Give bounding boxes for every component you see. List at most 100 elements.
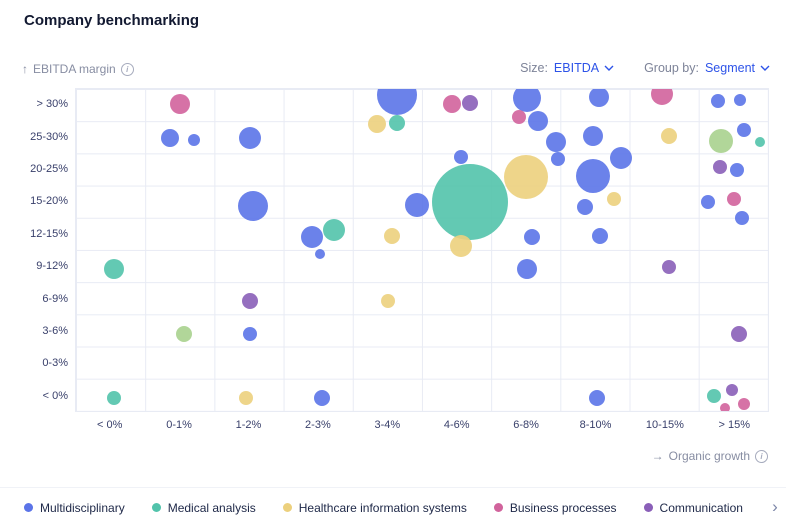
legend-divider <box>0 487 786 488</box>
bubble-healthcare_information_systems[interactable] <box>661 127 678 144</box>
bubble-multidisciplinary[interactable] <box>405 192 430 217</box>
legend-scroll-right-icon[interactable]: › <box>766 496 784 518</box>
bubble-multidisciplinary[interactable] <box>591 228 608 245</box>
legend-dot-icon <box>151 503 161 512</box>
bubble-healthcare_information_systems[interactable] <box>450 235 473 258</box>
bubble-healthcare_information_systems[interactable] <box>239 391 254 406</box>
bubble-multidisciplinary[interactable] <box>576 199 593 216</box>
chevron-down-icon[interactable] <box>604 65 614 71</box>
y-axis-tick-labels: > 30% 25-30% 20-25% 15-20% 12-15% 9-12% 6-9% 3-… <box>0 88 68 412</box>
bubble-multidisciplinary[interactable] <box>242 326 257 341</box>
bubble-communication[interactable] <box>730 325 747 342</box>
x-tick-label: 8-10% <box>579 419 612 431</box>
bubble-multidisciplinary[interactable] <box>513 89 542 113</box>
bubble-multidisciplinary[interactable] <box>588 89 609 108</box>
bubble-multidisciplinary[interactable] <box>527 111 548 132</box>
bubble-multidisciplinary[interactable] <box>315 249 326 260</box>
bubble-communication[interactable] <box>713 159 728 174</box>
bubble-multidisciplinary[interactable] <box>583 125 604 146</box>
bubble-business_processes[interactable] <box>726 191 741 206</box>
size-control-label: Size: <box>520 61 548 75</box>
y-tick-label: > 30% <box>36 98 69 111</box>
x-tick-label: < 0% <box>96 419 123 431</box>
right-arrow-icon: → <box>651 449 664 463</box>
bubble-healthcare_information_systems[interactable] <box>383 228 400 245</box>
y-tick-label: 15-20% <box>30 195 68 208</box>
size-control-value[interactable]: EBITDA <box>553 61 600 75</box>
bubble-multidisciplinary[interactable] <box>238 127 261 150</box>
size-control[interactable]: Size: EBITDA <box>520 61 614 75</box>
y-tick-label: 20-25% <box>30 163 68 175</box>
x-tick-label: 0-1% <box>166 419 192 431</box>
legend-dot-icon <box>493 503 503 512</box>
bubble-multidisciplinary[interactable] <box>237 190 268 221</box>
bubble-medical_analysis[interactable] <box>432 164 509 241</box>
bubble-healthcare_information_systems[interactable] <box>606 192 621 207</box>
legend-item-healthcare_information_systems[interactable]: Healthcare information systems <box>282 500 467 515</box>
info-icon[interactable]: i <box>120 62 134 76</box>
bubble-other[interactable] <box>175 325 192 342</box>
bubble-multidisciplinary[interactable] <box>735 210 750 225</box>
bubble-business_processes[interactable] <box>443 95 462 114</box>
bubble-healthcare_information_systems[interactable] <box>367 114 386 133</box>
bubble-healthcare_information_systems[interactable] <box>381 294 396 309</box>
y-tick-label: 0-3% <box>42 357 68 370</box>
bubble-multidisciplinary[interactable] <box>588 390 605 407</box>
x-tick-label: > 15% <box>718 419 751 431</box>
legend-item-label: Business processes <box>509 500 617 515</box>
bubble-multidisciplinary[interactable] <box>517 258 538 279</box>
bubble-multidisciplinary[interactable] <box>187 134 200 147</box>
bubble-communication[interactable] <box>662 260 677 275</box>
bubble-medical_analysis[interactable] <box>107 391 122 406</box>
bubble-business_processes[interactable] <box>170 93 191 114</box>
bubble-medical_analysis[interactable] <box>388 115 405 132</box>
bubble-multidisciplinary[interactable] <box>700 195 715 210</box>
bubble-multidisciplinary[interactable] <box>377 89 418 116</box>
y-axis-title-label: EBITDA margin <box>33 62 116 76</box>
group-by-control-value[interactable]: Segment <box>704 61 755 75</box>
bubble-multidisciplinary[interactable] <box>160 129 179 148</box>
chevron-down-icon[interactable] <box>760 65 770 71</box>
info-icon[interactable]: i <box>755 449 768 463</box>
bubble-business_processes[interactable] <box>737 397 750 410</box>
bubble-healthcare_information_systems[interactable] <box>503 155 548 200</box>
legend-item-communication[interactable]: Communication <box>643 501 743 515</box>
bubble-business_processes[interactable] <box>651 89 674 105</box>
up-arrow-icon: ↑ <box>22 62 28 76</box>
bubble-multidisciplinary[interactable] <box>609 146 632 169</box>
legend-item-multidisciplinary[interactable]: Multidisciplinary <box>24 501 125 515</box>
bubble-communication[interactable] <box>462 95 479 112</box>
bubble-communication[interactable] <box>241 293 258 310</box>
group-by-control[interactable]: Group by: Segment <box>644 61 770 75</box>
bubble-multidisciplinary[interactable] <box>710 94 725 109</box>
bubble-business_processes[interactable] <box>511 109 526 124</box>
bubble-multidisciplinary[interactable] <box>314 390 331 407</box>
bubble-multidisciplinary[interactable] <box>546 131 567 152</box>
bubble-other[interactable] <box>709 129 734 154</box>
legend-dot-icon <box>24 503 33 512</box>
bubble-business_processes[interactable] <box>719 403 730 411</box>
bubble-multidisciplinary[interactable] <box>729 163 744 177</box>
legend-item-label: Medical analysis <box>167 500 256 515</box>
bubble-medical_analysis[interactable] <box>707 389 722 404</box>
bubble-multidisciplinary[interactable] <box>736 122 751 137</box>
bubble-multidisciplinary[interactable] <box>300 226 323 249</box>
bubble-multidisciplinary[interactable] <box>576 158 611 193</box>
bubble-medical_analysis[interactable] <box>104 258 125 279</box>
bubble-medical_analysis[interactable] <box>323 218 346 241</box>
legend-item-business_processes[interactable]: Business processes <box>493 500 617 515</box>
group-by-control-label: Group by: <box>644 61 699 75</box>
legend-item-label: Healthcare information systems <box>298 500 467 515</box>
bubble-multidisciplinary[interactable] <box>523 229 540 246</box>
bubble-multidisciplinary[interactable] <box>551 151 566 166</box>
bubble-medical_analysis[interactable] <box>754 137 765 148</box>
bubble-multidisciplinary[interactable] <box>454 150 469 165</box>
legend-dot-icon <box>643 503 653 512</box>
x-tick-label: 4-6% <box>443 419 470 431</box>
bubble-communication[interactable] <box>725 384 738 397</box>
bubble-multidisciplinary[interactable] <box>734 93 747 106</box>
y-tick-label: 3-6% <box>42 325 68 337</box>
y-tick-label: 25-30% <box>30 130 68 143</box>
legend-item-medical_analysis[interactable]: Medical analysis <box>151 500 256 515</box>
legend-dot-icon <box>282 503 292 512</box>
